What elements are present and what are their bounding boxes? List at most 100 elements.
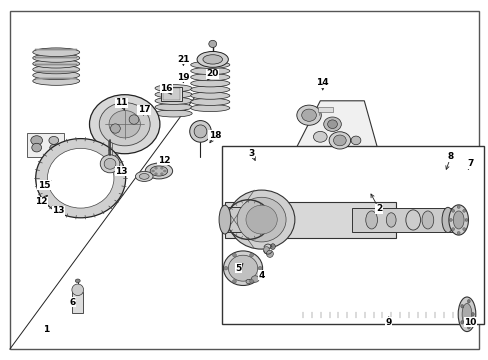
Ellipse shape <box>129 115 139 124</box>
Bar <box>35 64 77 65</box>
Text: 6: 6 <box>69 298 75 307</box>
Ellipse shape <box>155 85 192 92</box>
Bar <box>35 57 77 58</box>
Text: 11: 11 <box>115 98 127 107</box>
Ellipse shape <box>266 250 273 257</box>
Bar <box>224 207 254 232</box>
Ellipse shape <box>139 174 149 179</box>
Ellipse shape <box>47 148 114 208</box>
Polygon shape <box>290 101 381 194</box>
Ellipse shape <box>190 61 229 68</box>
Ellipse shape <box>461 303 471 325</box>
Ellipse shape <box>197 51 228 67</box>
Bar <box>163 88 180 100</box>
Ellipse shape <box>190 73 229 81</box>
Ellipse shape <box>323 117 341 131</box>
Ellipse shape <box>110 124 120 133</box>
Bar <box>35 71 77 72</box>
Ellipse shape <box>33 71 80 80</box>
Text: 15: 15 <box>38 181 50 190</box>
Text: 17: 17 <box>138 105 150 114</box>
Ellipse shape <box>327 120 337 129</box>
Text: 19: 19 <box>177 73 189 82</box>
Ellipse shape <box>263 247 269 254</box>
Ellipse shape <box>232 279 236 283</box>
Ellipse shape <box>301 109 316 121</box>
Ellipse shape <box>251 276 259 282</box>
Ellipse shape <box>456 206 459 208</box>
Ellipse shape <box>451 210 454 212</box>
Ellipse shape <box>190 67 229 75</box>
Ellipse shape <box>163 170 166 172</box>
Ellipse shape <box>232 253 236 257</box>
Ellipse shape <box>190 104 229 112</box>
Ellipse shape <box>249 253 253 257</box>
Bar <box>35 49 77 50</box>
Ellipse shape <box>462 228 465 230</box>
Text: 18: 18 <box>208 130 221 139</box>
Text: 3: 3 <box>248 149 254 158</box>
Ellipse shape <box>33 65 80 74</box>
Ellipse shape <box>467 325 469 329</box>
Ellipse shape <box>75 279 80 283</box>
Ellipse shape <box>456 231 459 234</box>
Ellipse shape <box>160 173 163 175</box>
Text: 13: 13 <box>52 206 65 215</box>
Text: 12: 12 <box>35 197 48 206</box>
Ellipse shape <box>135 171 153 181</box>
Ellipse shape <box>464 219 467 221</box>
Ellipse shape <box>441 207 453 233</box>
Ellipse shape <box>223 251 262 285</box>
Text: 8: 8 <box>447 152 453 161</box>
Ellipse shape <box>190 98 229 105</box>
Ellipse shape <box>154 173 157 175</box>
Ellipse shape <box>249 279 253 283</box>
Ellipse shape <box>219 205 230 234</box>
Ellipse shape <box>33 54 80 62</box>
Ellipse shape <box>72 284 83 296</box>
Ellipse shape <box>237 197 285 242</box>
Ellipse shape <box>100 155 120 173</box>
Bar <box>317 107 332 112</box>
Ellipse shape <box>245 279 250 284</box>
Text: 13: 13 <box>115 166 127 175</box>
Ellipse shape <box>151 170 154 172</box>
Ellipse shape <box>405 210 420 230</box>
Ellipse shape <box>160 167 163 169</box>
Bar <box>161 87 182 101</box>
Ellipse shape <box>228 255 257 281</box>
Ellipse shape <box>49 136 59 144</box>
Ellipse shape <box>109 111 140 138</box>
Text: 2: 2 <box>375 204 381 213</box>
Ellipse shape <box>89 95 160 154</box>
Text: 1: 1 <box>43 325 49 334</box>
Ellipse shape <box>203 55 222 64</box>
Ellipse shape <box>452 211 463 229</box>
Text: 14: 14 <box>316 78 328 87</box>
Text: 4: 4 <box>258 271 264 280</box>
Ellipse shape <box>333 135 346 146</box>
Ellipse shape <box>190 86 229 93</box>
Ellipse shape <box>155 110 192 117</box>
Text: 16: 16 <box>160 84 172 93</box>
Ellipse shape <box>328 132 350 149</box>
Bar <box>224 202 395 238</box>
Ellipse shape <box>150 166 167 176</box>
Ellipse shape <box>224 266 227 270</box>
Ellipse shape <box>32 143 41 152</box>
Text: 9: 9 <box>385 318 391 327</box>
Ellipse shape <box>470 312 473 316</box>
Ellipse shape <box>189 121 211 142</box>
Bar <box>222 146 483 324</box>
Ellipse shape <box>350 136 360 145</box>
Ellipse shape <box>31 136 42 145</box>
Ellipse shape <box>448 219 451 221</box>
Text: 1: 1 <box>43 325 49 334</box>
Ellipse shape <box>145 163 172 179</box>
Ellipse shape <box>50 144 58 151</box>
Text: 20: 20 <box>206 69 219 78</box>
Ellipse shape <box>33 48 80 57</box>
Ellipse shape <box>190 92 229 99</box>
Polygon shape <box>27 133 63 157</box>
Ellipse shape <box>421 211 433 229</box>
